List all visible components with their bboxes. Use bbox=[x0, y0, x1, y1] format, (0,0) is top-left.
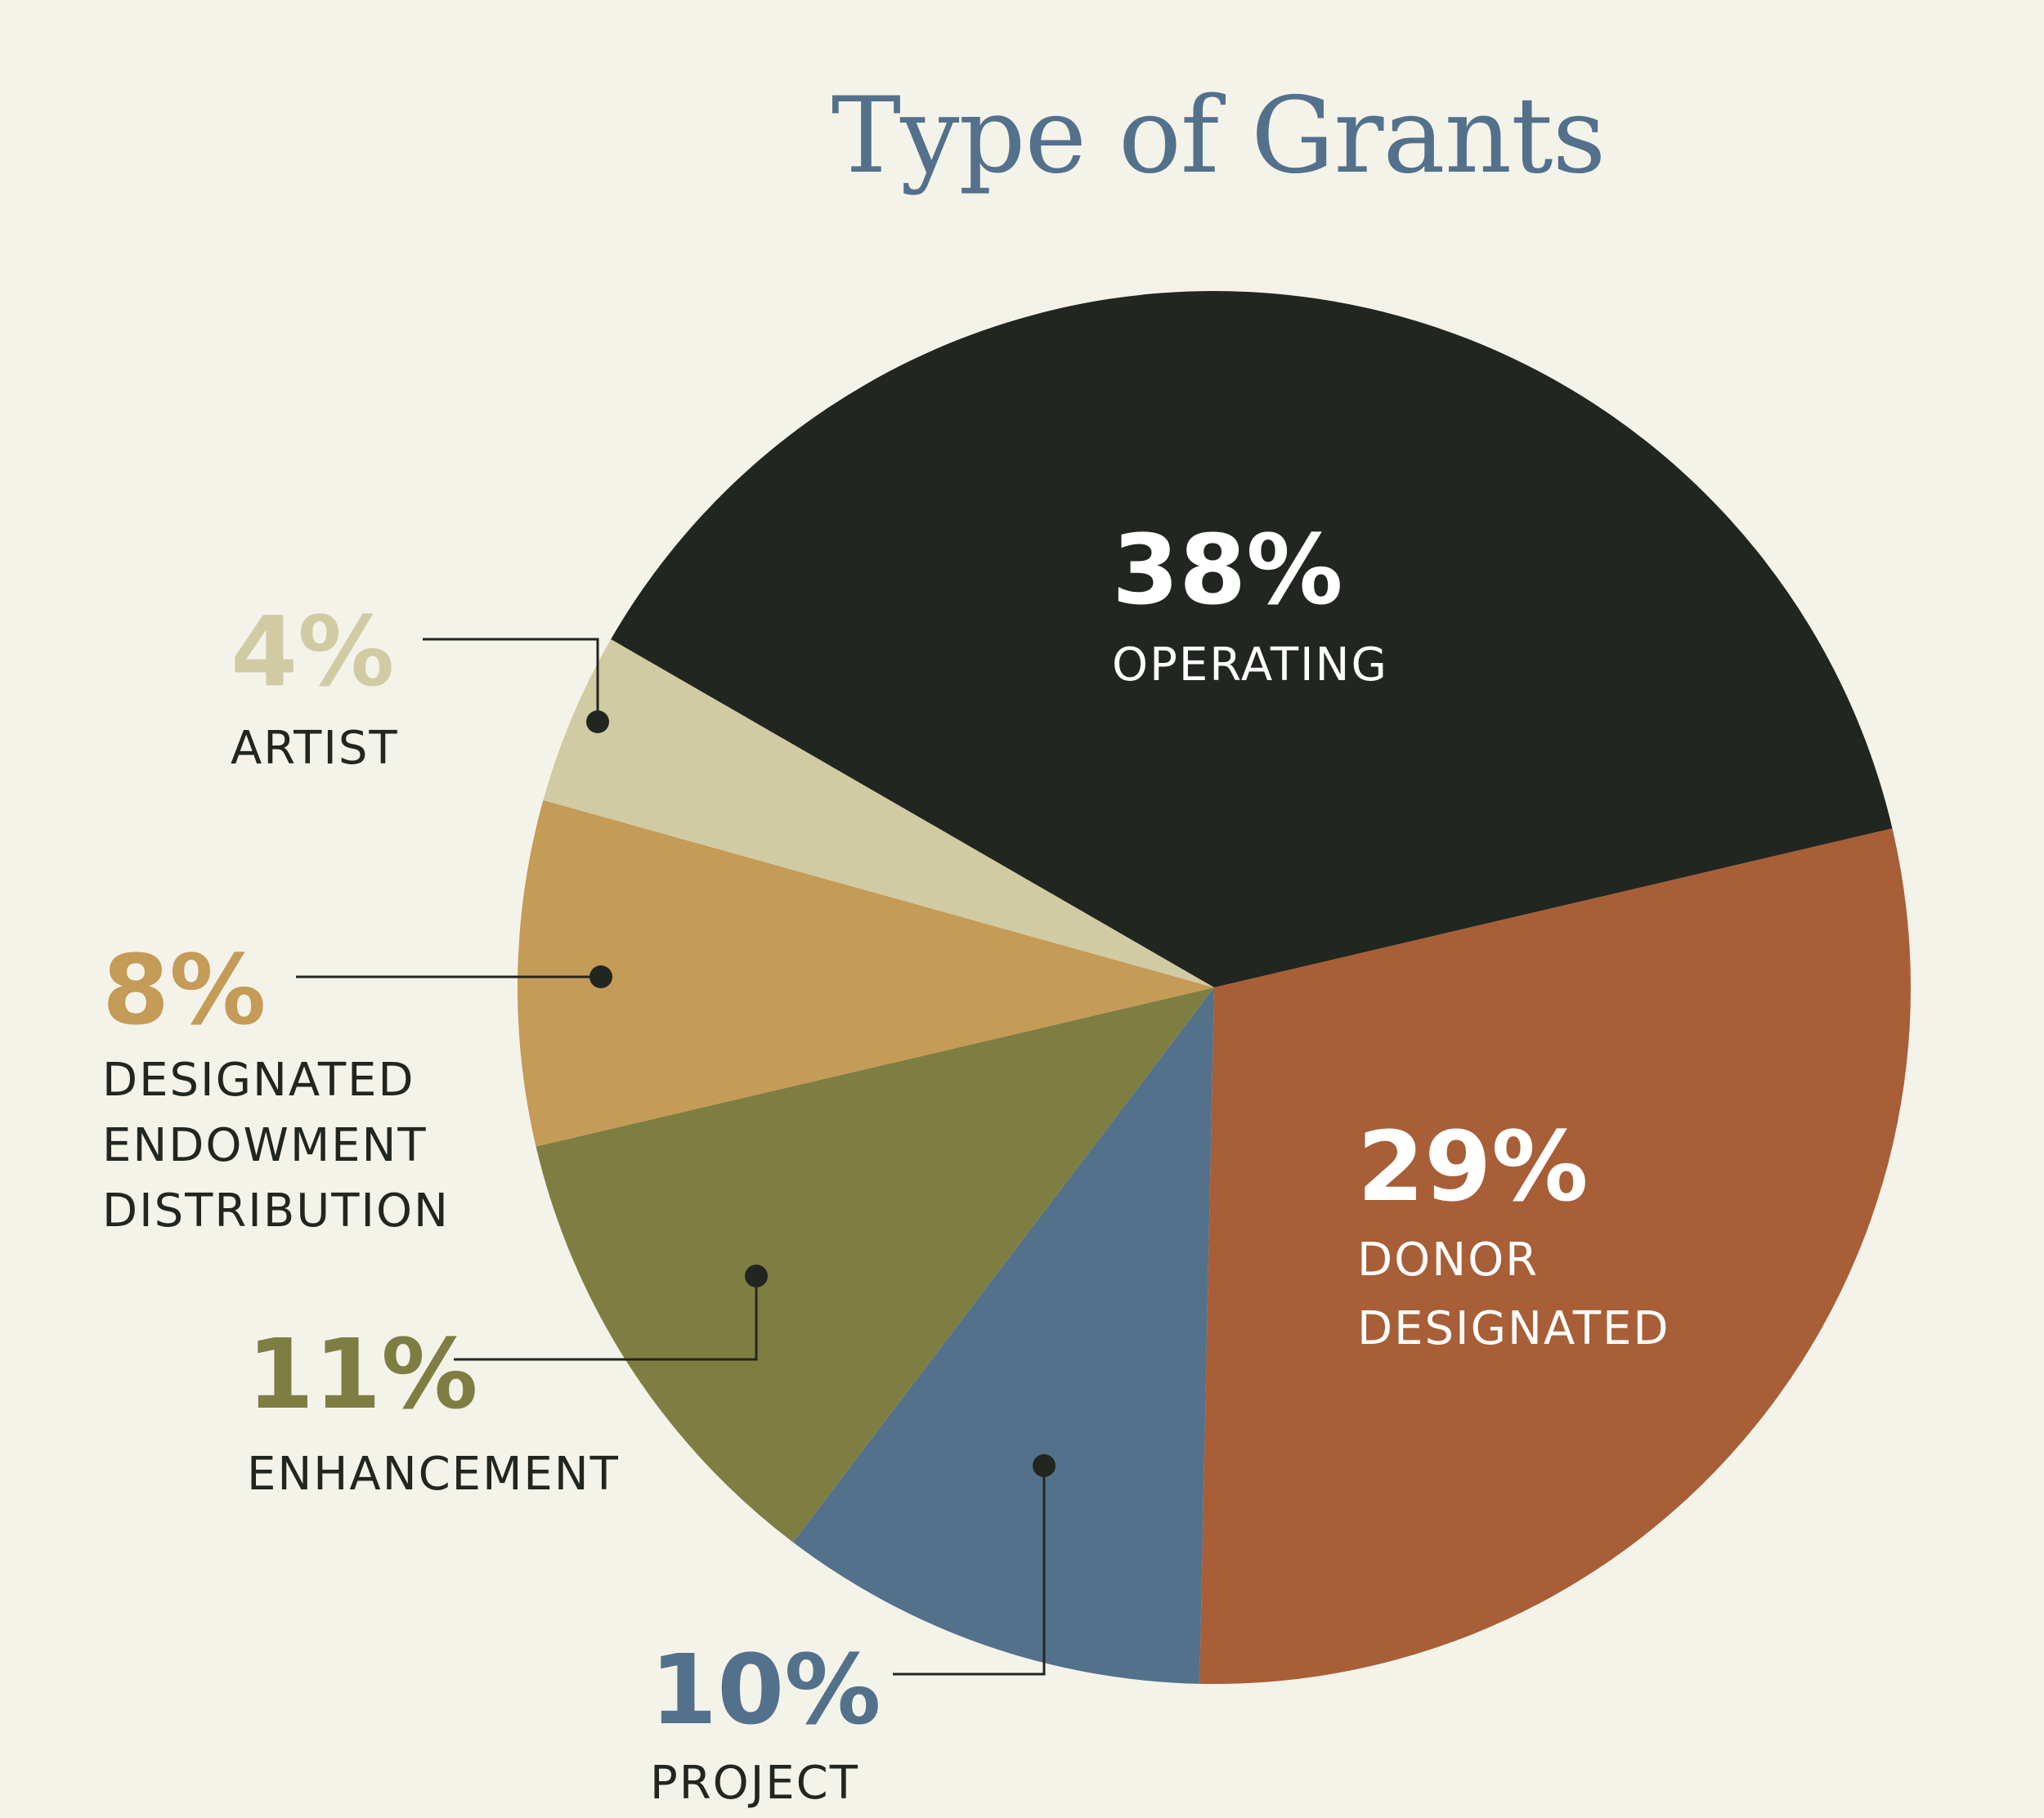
percent-label-donor-designated: 29% bbox=[1357, 1110, 1588, 1223]
percent-label-enhancement: 11% bbox=[247, 1318, 477, 1431]
category-label-artist: ARTIST bbox=[231, 722, 399, 775]
percent-label-designated-endowment-distribution: 8% bbox=[102, 934, 266, 1046]
leader-lines bbox=[296, 638, 1056, 1676]
category-label-donor-designated-line-1: DONOR bbox=[1357, 1234, 1539, 1287]
slice-donor-designated bbox=[1199, 828, 1911, 1684]
category-label-designated-endowment-distribution-line-3: DISTRIBUTION bbox=[102, 1184, 450, 1238]
percent-label-project: 10% bbox=[650, 1633, 881, 1746]
leader-line-project bbox=[893, 1466, 1046, 1676]
category-label-operating: OPERATING bbox=[1112, 638, 1388, 692]
slice-labels: 38% OPERATING 29% DONOR DESIGNATED 10% PROJECT… bbox=[102, 513, 1670, 1810]
leader-line-enhancement bbox=[454, 1276, 758, 1361]
leader-dot-project bbox=[1033, 1454, 1056, 1477]
leader-line-artist bbox=[423, 638, 599, 722]
category-label-donor-designated-line-2: DESIGNATED bbox=[1357, 1302, 1670, 1355]
category-label-designated-endowment-distribution-line-2: ENDOWMENT bbox=[102, 1119, 428, 1172]
chart-title: Type of Grants bbox=[831, 75, 1606, 197]
pie-slices bbox=[518, 290, 1911, 1684]
slice-project bbox=[792, 987, 1214, 1684]
category-label-project: PROJECT bbox=[650, 1757, 859, 1810]
leader-dot-enhancement bbox=[745, 1265, 768, 1287]
slice-artist bbox=[543, 639, 1214, 987]
leader-dot-designated-endowment-distribution bbox=[589, 965, 612, 988]
slice-operating bbox=[611, 290, 1893, 987]
slice-designated-endowment-distribution bbox=[518, 799, 1214, 1147]
leader-dot-artist bbox=[586, 710, 609, 733]
percent-label-artist: 4% bbox=[231, 595, 394, 708]
category-label-enhancement: ENHANCEMENT bbox=[247, 1448, 620, 1501]
slice-enhancement bbox=[536, 987, 1214, 1543]
percent-label-operating: 38% bbox=[1112, 513, 1342, 626]
category-label-designated-endowment-distribution-line-1: DESIGNATED bbox=[102, 1054, 415, 1107]
